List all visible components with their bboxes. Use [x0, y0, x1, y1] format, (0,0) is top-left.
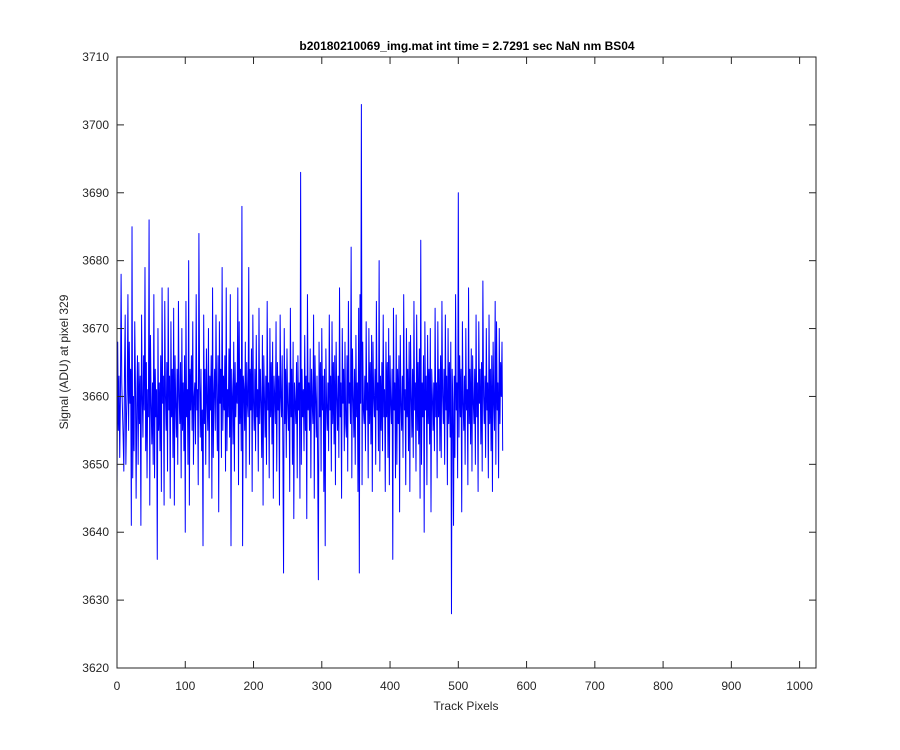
chart-title: b20180210069_img.mat int time = 2.7291 s…: [299, 39, 635, 53]
x-axis-ticks: 0 100 200 300 400 500 600 700 800 900 1000: [114, 57, 813, 693]
y-axis-label: Signal (ADU) at pixel 329: [57, 294, 71, 429]
series-line: [116, 104, 504, 615]
x-tick-label: 700: [585, 679, 605, 693]
x-tick-label: 1000: [786, 679, 813, 693]
y-tick-label: 3630: [82, 593, 109, 607]
plot-area-frame: [116, 56, 817, 669]
y-tick-label: 3620: [82, 661, 109, 675]
x-tick-label: 200: [244, 679, 264, 693]
x-axis-label: Track Pixels: [434, 699, 499, 713]
x-tick-label: 500: [448, 679, 468, 693]
x-tick-label: 900: [721, 679, 741, 693]
y-tick-label: 3670: [82, 322, 109, 336]
x-tick-label: 800: [653, 679, 673, 693]
y-tick-label: 3640: [82, 525, 109, 539]
y-tick-label: 3660: [82, 389, 109, 403]
x-tick-label: 600: [517, 679, 537, 693]
y-tick-label: 3650: [82, 457, 109, 471]
y-axis-ticks: 3620 3630 3640 3650 3660 3670 3680 3690 3700 3710: [82, 50, 816, 675]
y-tick-label: 3710: [82, 50, 109, 64]
x-tick-label: 100: [175, 679, 195, 693]
y-tick-label: 3700: [82, 118, 109, 132]
x-tick-label: 300: [312, 679, 332, 693]
x-tick-label: 400: [380, 679, 400, 693]
y-tick-label: 3680: [82, 254, 109, 268]
x-tick-label: 0: [114, 679, 121, 693]
y-tick-label: 3690: [82, 186, 109, 200]
